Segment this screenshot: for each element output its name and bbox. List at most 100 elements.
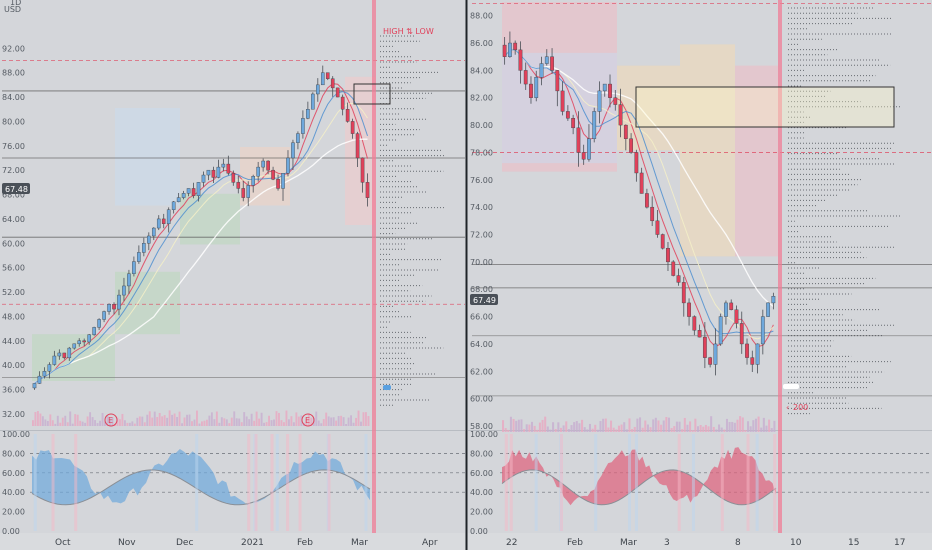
left-ma-line-8 (34, 91, 368, 384)
right-price-tick: 64.00 (470, 340, 493, 349)
left-volume-bar (193, 419, 196, 426)
left-volume-bar (270, 420, 273, 426)
right-volume-bar (773, 420, 776, 432)
left-volume-bar (163, 415, 166, 426)
right-osc-highlight (691, 434, 695, 531)
right-volume-bar (552, 422, 555, 432)
left-volume-bar (123, 420, 126, 426)
left-volume-bar (345, 423, 348, 426)
left-date-label: 2021 (241, 538, 264, 548)
right-volume-bar (720, 427, 723, 432)
right-price-tick: 66.00 (470, 313, 493, 322)
svg-text:‹: ‹ (786, 403, 789, 412)
left-candle-body (57, 352, 62, 357)
right-volume-bar (678, 421, 681, 432)
right-volume-bar (633, 426, 636, 432)
right-candle-body (729, 302, 734, 310)
left-volume-bar (201, 421, 203, 426)
left-candle-body (325, 72, 330, 79)
right-volume-bars (502, 416, 776, 432)
left-volume-bars (32, 410, 370, 426)
left-volume-bar (59, 422, 62, 426)
left-volume-bar (352, 422, 355, 426)
left-horizontal-levels (2, 60, 465, 378)
left-volume-bar (223, 418, 226, 426)
right-date-label: Feb (567, 538, 583, 548)
right-volume-bar (562, 425, 565, 432)
left-date-label: Dec (176, 538, 193, 548)
right-price-axis: 88.00 86.00 84.00 82.00 80.00 78.00 76.00 74.00… (470, 12, 493, 431)
left-volume-bar (36, 411, 39, 426)
right-candle-body (745, 343, 749, 358)
left-volume-bar (248, 419, 251, 426)
left-volume-bar (156, 417, 159, 426)
right-candle-body (739, 323, 744, 345)
left-osc-highlight (364, 434, 368, 531)
left-volume-bar (158, 412, 161, 426)
earnings-marker-1[interactable]: E (104, 413, 118, 427)
left-candle-body (261, 160, 265, 168)
right-candle-body (592, 111, 597, 139)
left-candle-body (72, 343, 77, 349)
left-volume-bar (64, 415, 67, 426)
left-volume-bar (136, 417, 139, 426)
right-volume-bar (770, 428, 773, 432)
right-volume-bar (544, 416, 547, 432)
left-volume-bar (173, 413, 176, 426)
right-volume-bar (683, 417, 686, 432)
right-volume-bar (662, 420, 665, 432)
right-volume-bar (523, 429, 526, 432)
left-price-tick: 36.00 (2, 386, 25, 395)
right-candle-body (713, 343, 718, 365)
right-oscillator-axis: 100.00 80.00 60.00 40.00 20.00 0.00 (470, 430, 498, 536)
left-candle-body (306, 109, 310, 119)
left-volume-bar (94, 420, 97, 426)
left-candle-body (151, 227, 156, 237)
left-candle-body (241, 188, 246, 198)
right-candle-body (639, 172, 644, 194)
left-volume-bar (362, 412, 365, 426)
right-candle-body (734, 309, 739, 324)
right-candle-body (755, 343, 760, 365)
right-volume-profile (788, 7, 902, 415)
right-date-label: 15 (848, 538, 859, 548)
right-osc-area (502, 447, 776, 506)
right-volume-bar (612, 427, 615, 432)
right-candle-body (587, 138, 591, 160)
right-ema-badge: ‹ 200 (786, 403, 808, 412)
right-volume-bar (517, 419, 520, 432)
left-candle-body (281, 173, 285, 189)
right-candle-body (534, 77, 539, 98)
right-volume-bar (625, 429, 628, 432)
left-volume-bar (196, 410, 198, 426)
left-osc-highlight (195, 434, 199, 531)
right-volume-bar (707, 426, 710, 432)
left-osc-highlight (247, 434, 251, 531)
right-volume-bar (665, 416, 668, 432)
right-candle-body (602, 83, 607, 92)
left-osc-tick: 80.00 (2, 449, 25, 458)
earnings-marker-2[interactable]: E (301, 413, 315, 427)
left-candle-body (47, 364, 52, 372)
right-volume-bar (741, 417, 744, 432)
right-candle-body (508, 42, 512, 57)
left-candle-body (286, 157, 290, 174)
left-volume-bar (66, 422, 69, 426)
left-volume-bar (305, 418, 308, 426)
right-candle-body (681, 282, 686, 304)
left-oscillator-axis: 100.00 80.00 60.00 40.00 20.00 0.00 (2, 430, 30, 536)
right-volume-bar (725, 418, 728, 432)
left-volume-bar (44, 419, 47, 426)
right-volume-bar (760, 427, 763, 432)
left-volume-bar (109, 418, 111, 426)
left-osc-highlight (286, 434, 290, 531)
left-volume-bar (233, 411, 236, 426)
left-osc-highlight (74, 434, 78, 531)
right-candle-body (771, 296, 776, 304)
left-candle-body (107, 304, 111, 312)
left-volume-bar (32, 420, 34, 426)
left-price-tick: 32.00 (2, 410, 25, 419)
right-volume-bar (565, 421, 568, 432)
left-price-tick: 88.00 (2, 69, 25, 78)
right-candle-body (718, 316, 723, 345)
